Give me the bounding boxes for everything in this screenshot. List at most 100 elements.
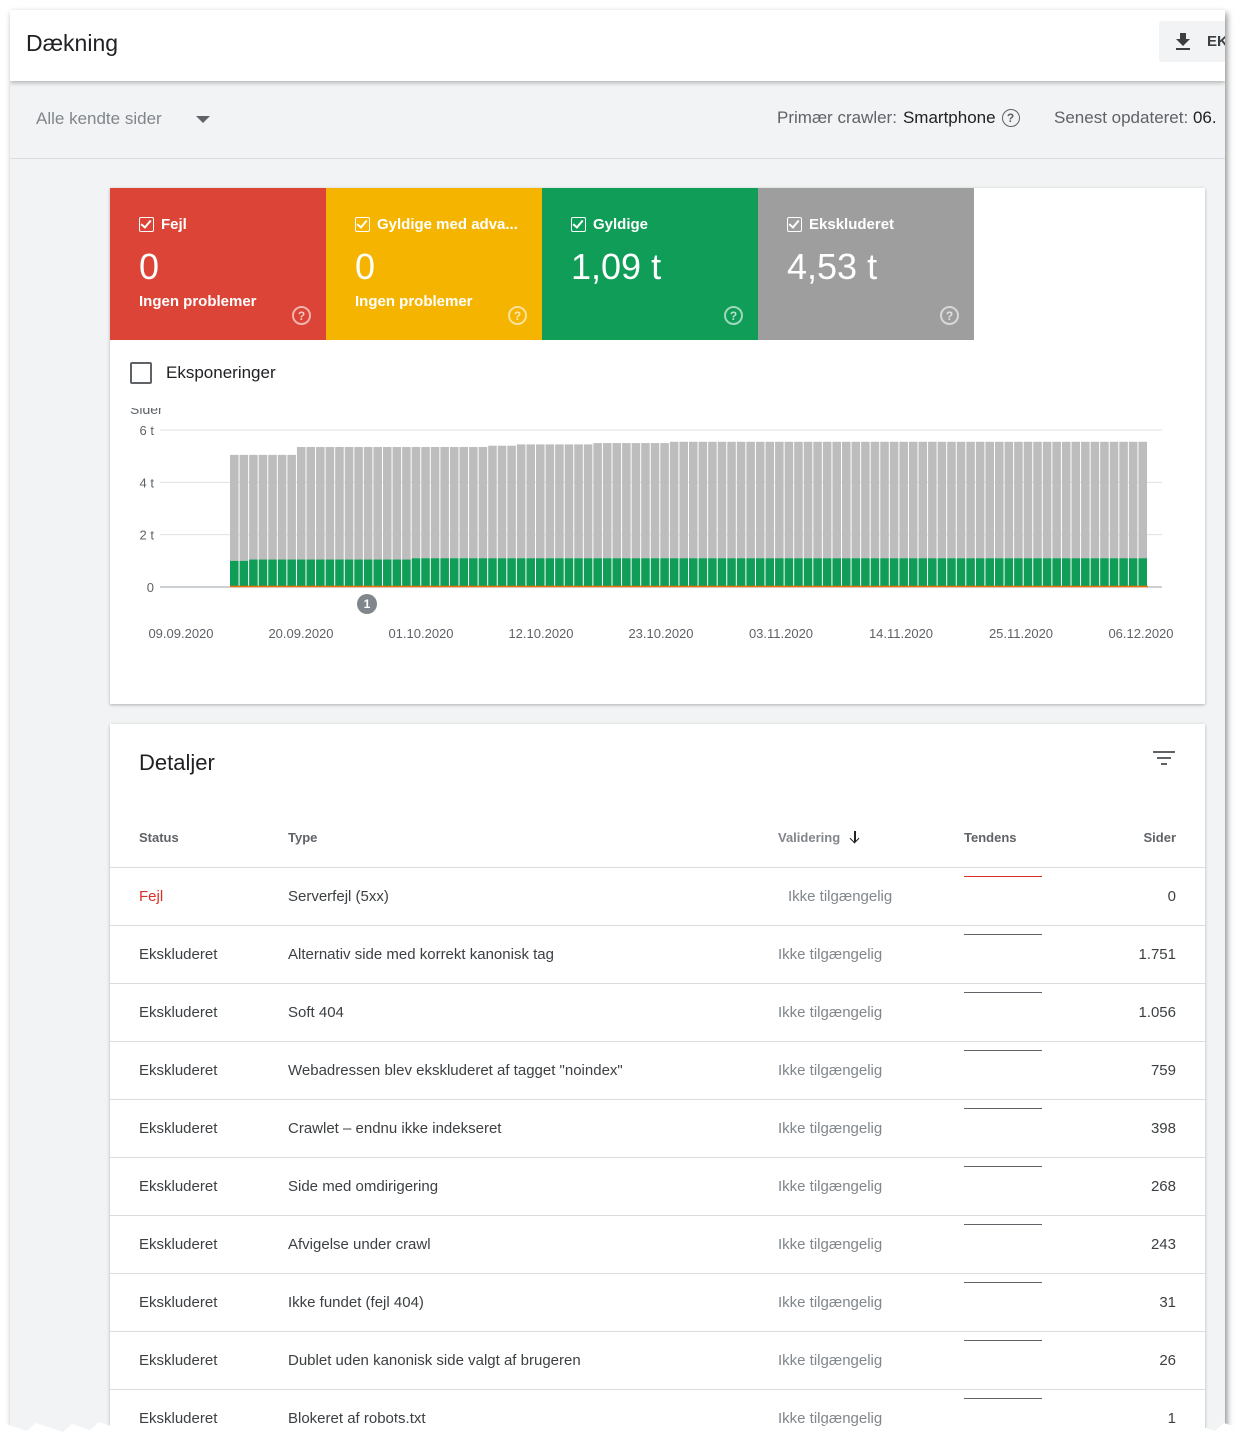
- cell-validation: Ikke tilgængelig: [778, 925, 964, 984]
- table-row[interactable]: Ekskluderet Afvigelse under crawl Ikke til…: [110, 1215, 1205, 1274]
- bar-excluded: [1081, 441, 1090, 559]
- cell-pages: 0: [1089, 867, 1205, 926]
- table-row[interactable]: Ekskluderet Crawlet – endnu ikke indekser…: [110, 1099, 1205, 1158]
- cell-pages: 759: [1089, 1041, 1205, 1100]
- cell-status: Ekskluderet: [110, 1157, 288, 1216]
- bar-valid: [449, 558, 459, 586]
- coverage-chart: Sider 0 2 t 4 t 6 t 1 09.09.2020 20.09.2020 01.1…: [130, 408, 1174, 641]
- column-header-pages[interactable]: Sider: [1089, 809, 1205, 868]
- bar-excluded: [478, 447, 488, 559]
- tile-errors[interactable]: Fejl 0 Ingen problemer ?: [110, 188, 326, 340]
- bar-excluded: [679, 441, 688, 559]
- cell-type: Ikke fundet (fejl 404): [288, 1273, 778, 1332]
- crawler-value: Smartphone: [902, 108, 996, 127]
- bar-excluded: [277, 454, 287, 560]
- bar-valid: [765, 558, 775, 586]
- bar-excluded: [908, 441, 918, 559]
- bar-valid: [985, 558, 994, 586]
- details-title: Detaljer: [139, 750, 215, 775]
- bar-excluded: [296, 447, 306, 560]
- bar-excluded: [516, 444, 526, 559]
- bar-excluded: [545, 444, 555, 559]
- table-row[interactable]: Ekskluderet Alternativ side med korrekt k…: [110, 925, 1205, 984]
- bar-excluded: [574, 444, 583, 559]
- bar-valid: [1014, 558, 1023, 586]
- checkbox-unchecked-icon[interactable]: [130, 362, 152, 384]
- checkbox-checked-icon[interactable]: [139, 217, 154, 232]
- bar-valid: [755, 558, 765, 586]
- download-icon: [1176, 32, 1190, 50]
- caret-down-icon: [195, 115, 210, 123]
- bar-excluded: [803, 441, 813, 559]
- tile-valid[interactable]: Gyldige 1,09 t ?: [542, 188, 758, 340]
- table-row[interactable]: Ekskluderet Soft 404 Ikke tilgængelig 1.056: [110, 983, 1205, 1042]
- checkbox-checked-icon[interactable]: [787, 217, 802, 232]
- bar-excluded: [995, 441, 1004, 559]
- bar-valid: [995, 558, 1004, 586]
- bar-excluded: [1100, 441, 1109, 559]
- bar-valid: [784, 558, 794, 586]
- table-row[interactable]: Ekskluderet Ikke fundet (fejl 404) Ikke ti…: [110, 1273, 1205, 1332]
- bar-excluded: [947, 441, 956, 559]
- help-icon[interactable]: ?: [1001, 109, 1020, 127]
- checkbox-checked-icon[interactable]: [571, 217, 586, 232]
- bar-valid: [316, 559, 325, 586]
- column-header-validation[interactable]: Validering: [778, 809, 964, 868]
- bar-valid: [689, 558, 698, 586]
- tile-excluded[interactable]: Ekskluderet 4,53 t ?: [758, 188, 974, 340]
- bar-valid: [526, 558, 535, 586]
- tile-label: Fejl: [161, 216, 187, 233]
- help-icon[interactable]: ?: [292, 306, 311, 325]
- bar-excluded: [316, 447, 325, 560]
- y-axis-label: Sider: [130, 408, 163, 417]
- column-header-trend[interactable]: Tendens: [964, 809, 1089, 868]
- checkbox-checked-icon[interactable]: [355, 217, 370, 232]
- help-icon[interactable]: ?: [940, 306, 959, 325]
- cell-type: Webadressen blev ekskluderet af tagget "…: [288, 1041, 778, 1100]
- bar-valid: [1100, 558, 1109, 586]
- bar-valid: [268, 559, 277, 586]
- export-button[interactable]: EK: [1159, 21, 1225, 62]
- bar-valid: [1109, 558, 1119, 586]
- bar-excluded: [1042, 441, 1052, 559]
- column-header-status[interactable]: Status: [110, 809, 288, 868]
- bar-valid: [287, 559, 296, 586]
- tile-valid-with-warnings[interactable]: Gyldige med adva... 0 Ingen problemer ?: [326, 188, 542, 340]
- filter-icon[interactable]: [1153, 748, 1175, 768]
- bar-valid: [1128, 558, 1138, 586]
- bar-valid: [383, 559, 392, 586]
- export-button-label: EK: [1207, 33, 1225, 50]
- table-row[interactable]: Ekskluderet Webadressen blev ekskluderet …: [110, 1041, 1205, 1100]
- table-row[interactable]: Ekskluderet Dublet uden kanonisk side val…: [110, 1331, 1205, 1390]
- bar-valid: [354, 559, 363, 586]
- bar-excluded: [459, 447, 469, 559]
- torn-edge: [0, 1422, 1236, 1452]
- tile-sub: Ingen problemer: [355, 293, 473, 310]
- help-icon[interactable]: ?: [724, 306, 743, 325]
- table-row[interactable]: Ekskluderet Side med omdirigering Ikke til…: [110, 1157, 1205, 1216]
- bar-valid: [230, 560, 239, 586]
- page-scope-dropdown[interactable]: Alle kendte sider: [36, 109, 210, 129]
- bar-excluded: [851, 441, 861, 559]
- bar-valid: [373, 559, 382, 586]
- bar-valid: [813, 558, 822, 586]
- bar-excluded: [449, 447, 459, 559]
- tile-value: 1,09 t: [571, 246, 662, 287]
- bar-excluded: [564, 444, 574, 559]
- bar-excluded: [985, 441, 994, 559]
- bar-excluded: [239, 454, 249, 561]
- bar-excluded: [966, 441, 975, 559]
- bar-excluded: [421, 447, 430, 559]
- cell-type: Serverfejl (5xx): [288, 867, 778, 926]
- cell-status: Fejl: [110, 867, 288, 926]
- tile-value: 0: [355, 246, 376, 287]
- help-icon[interactable]: ?: [508, 306, 527, 325]
- bar-valid: [622, 558, 631, 586]
- bar-excluded: [765, 441, 775, 559]
- bar-valid: [488, 558, 497, 586]
- table-row[interactable]: Fejl Serverfejl (5xx) Ikke tilgængelig 0: [110, 867, 1205, 926]
- column-header-type[interactable]: Type: [288, 809, 778, 868]
- y-tick-label: 2 t: [140, 528, 155, 543]
- tile-value: 0: [139, 246, 160, 287]
- impressions-toggle[interactable]: Eksponeringer: [130, 362, 276, 384]
